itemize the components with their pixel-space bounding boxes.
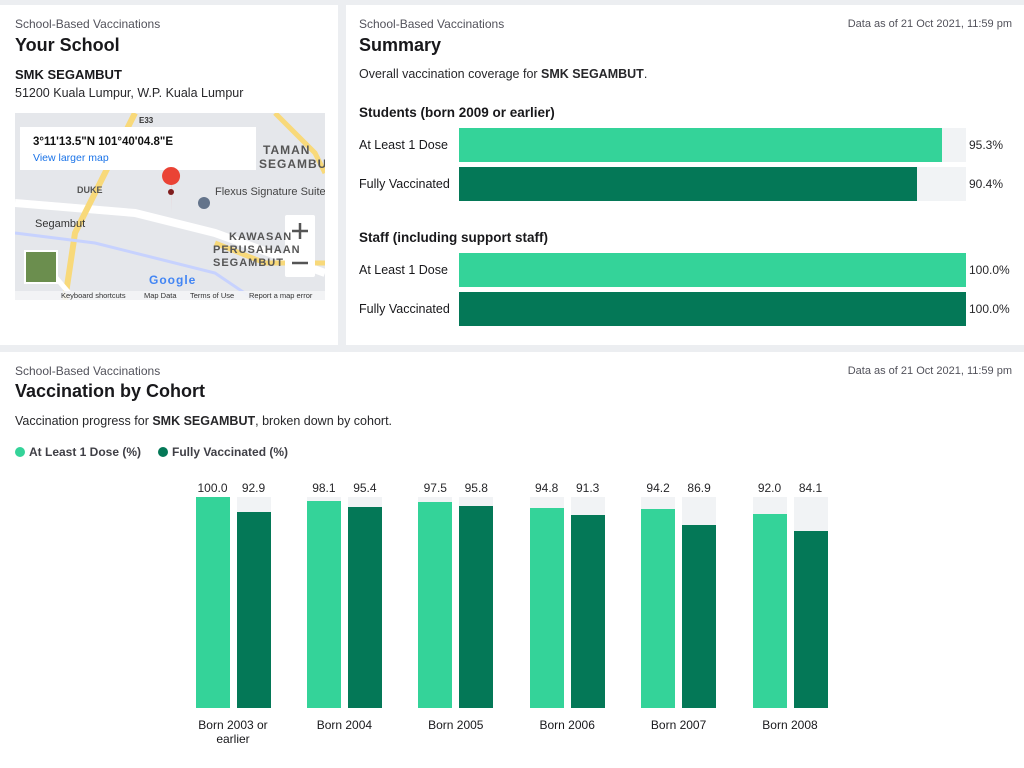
- summary-panel: School-Based Vaccinations Data as of 21 …: [346, 5, 1024, 345]
- x-tick-label: Born 2004: [316, 718, 373, 732]
- value-label: 100.0%: [969, 302, 1010, 316]
- map-coords: 3°11'13.5"N 101°40'04.8"E: [33, 136, 173, 148]
- rail: [15, 231, 256, 300]
- bar: [418, 502, 453, 708]
- value-label: 94.8: [535, 481, 559, 495]
- timestamp: Data as of 21 Oct 2021, 11:59 pm: [847, 18, 1012, 30]
- map-label: Flexus Signature Suites: [215, 186, 325, 198]
- highway: [273, 113, 325, 175]
- legend-swatch: [158, 447, 168, 457]
- bar: [459, 253, 966, 287]
- value-label: 92.9: [241, 481, 266, 495]
- bar: [682, 524, 717, 708]
- school-name: SMK SEGAMBUT: [15, 67, 122, 82]
- map-footer-text: Terms of Use: [190, 291, 234, 300]
- cohort-panel: School-Based Vaccinations Data as of 21 …: [0, 352, 1024, 768]
- intro-text: Overall vaccination coverage for: [359, 67, 542, 81]
- bar: [236, 511, 271, 708]
- value-label: 95.8: [464, 481, 488, 495]
- intro-text: , broken down by cohort.: [255, 414, 393, 428]
- map-footer-bg: [15, 291, 325, 300]
- intro-school: SMK SEGAMBUT: [541, 67, 644, 81]
- legend-swatch: [15, 447, 25, 457]
- road: [15, 199, 325, 277]
- map-label: Google: [149, 273, 196, 287]
- value-label: 92.0: [757, 481, 782, 495]
- map-pin-dot: [168, 189, 174, 195]
- bar: [347, 506, 382, 708]
- legend-label: Fully Vaccinated (%): [172, 445, 289, 459]
- school-panel: School-Based Vaccinations Your School SM…: [0, 5, 338, 345]
- poi: [198, 197, 210, 209]
- map-link: View larger map: [33, 152, 109, 164]
- map-label: DUKE: [77, 185, 103, 195]
- value-label: 100.0%: [969, 263, 1010, 277]
- timestamp: Data as of 21 Oct 2021, 11:59 pm: [847, 365, 1012, 377]
- row-label: At Least 1 Dose: [359, 263, 448, 277]
- bar: [529, 507, 564, 708]
- x-tick-label: Born 2006: [539, 718, 595, 732]
- value-label: 94.2: [646, 481, 670, 495]
- bar: [306, 501, 341, 708]
- bar: [195, 497, 230, 708]
- kicker: School-Based Vaccinations: [15, 364, 161, 378]
- bar: [459, 505, 494, 708]
- value-label: 95.4: [353, 481, 377, 495]
- bar: [459, 292, 966, 326]
- satellite-toggle[interactable]: [24, 250, 58, 284]
- chart-title: Students (born 2009 or earlier): [359, 105, 555, 120]
- map[interactable]: 3°11'13.5"N 101°40'04.8"E View larger map…: [15, 113, 325, 300]
- bar: [752, 513, 787, 708]
- value-label: 95.3%: [969, 138, 1004, 152]
- x-tick-label: Born 2005: [428, 718, 484, 732]
- kicker: School-Based Vaccinations: [359, 17, 505, 31]
- panel-title: Summary: [359, 35, 442, 55]
- map-label: SEGAMBUT: [259, 157, 325, 171]
- staff-chart: Staff (including support staff) At Least …: [346, 230, 1024, 330]
- intro: Vaccination progress for SMK SEGAMBUT, b…: [15, 414, 392, 428]
- bar: [641, 509, 676, 708]
- value-label: 100.0: [197, 481, 228, 495]
- bar: [459, 128, 943, 162]
- x-tick-label: Born 2003 or earlier: [198, 718, 268, 746]
- bar: [793, 530, 828, 708]
- bar: [570, 515, 605, 708]
- map-label: TAMAN: [263, 143, 310, 157]
- legend-label: At Least 1 Dose (%): [29, 445, 142, 459]
- intro-text: .: [643, 67, 648, 81]
- row-label: At Least 1 Dose: [359, 138, 448, 152]
- row-label: Fully Vaccinated: [359, 177, 450, 191]
- map-label: KAWASAN: [229, 231, 292, 243]
- map-footer-text: Keyboard shortcuts: [61, 291, 126, 300]
- zoom-icons: [292, 223, 308, 265]
- value-label: 91.3: [576, 481, 600, 495]
- x-tick-label: Born 2008: [762, 718, 818, 732]
- panel-title: Vaccination by Cohort: [15, 381, 206, 401]
- value-label: 97.5: [423, 481, 447, 495]
- map-popup: [20, 127, 256, 170]
- value-label: 84.1: [798, 481, 823, 495]
- map-footer-text: Report a map error: [249, 291, 313, 300]
- value-label: 90.4%: [969, 177, 1004, 191]
- bar: [459, 167, 918, 201]
- kicker: School-Based Vaccinations: [15, 17, 161, 31]
- map-label: SEGAMBUT: [213, 257, 284, 269]
- intro: Overall vaccination coverage for SMK SEG…: [359, 67, 647, 81]
- map-label: E33: [139, 116, 154, 125]
- value-label: 98.1: [312, 481, 336, 495]
- chart-title: Staff (including support staff): [359, 230, 548, 245]
- intro-school: SMK SEGAMBUT: [152, 414, 256, 428]
- cohort-chart: At Least 1 Dose (%) Fully Vaccinated (%) 1…: [0, 437, 1024, 767]
- x-tick-label: Born 2007: [650, 718, 707, 732]
- value-label: 86.9: [687, 481, 711, 495]
- map-label: Segambut: [35, 218, 85, 230]
- map-label: PERUSAHAAN: [213, 244, 301, 256]
- students-chart: Students (born 2009 or earlier) At Least …: [346, 105, 1024, 205]
- map-footer-text: Map Data: [144, 291, 177, 300]
- school-address: 51200 Kuala Lumpur, W.P. Kuala Lumpur: [15, 86, 244, 100]
- panel-title: Your School: [15, 35, 120, 55]
- row-label: Fully Vaccinated: [359, 302, 450, 316]
- intro-text: Vaccination progress for: [15, 414, 153, 428]
